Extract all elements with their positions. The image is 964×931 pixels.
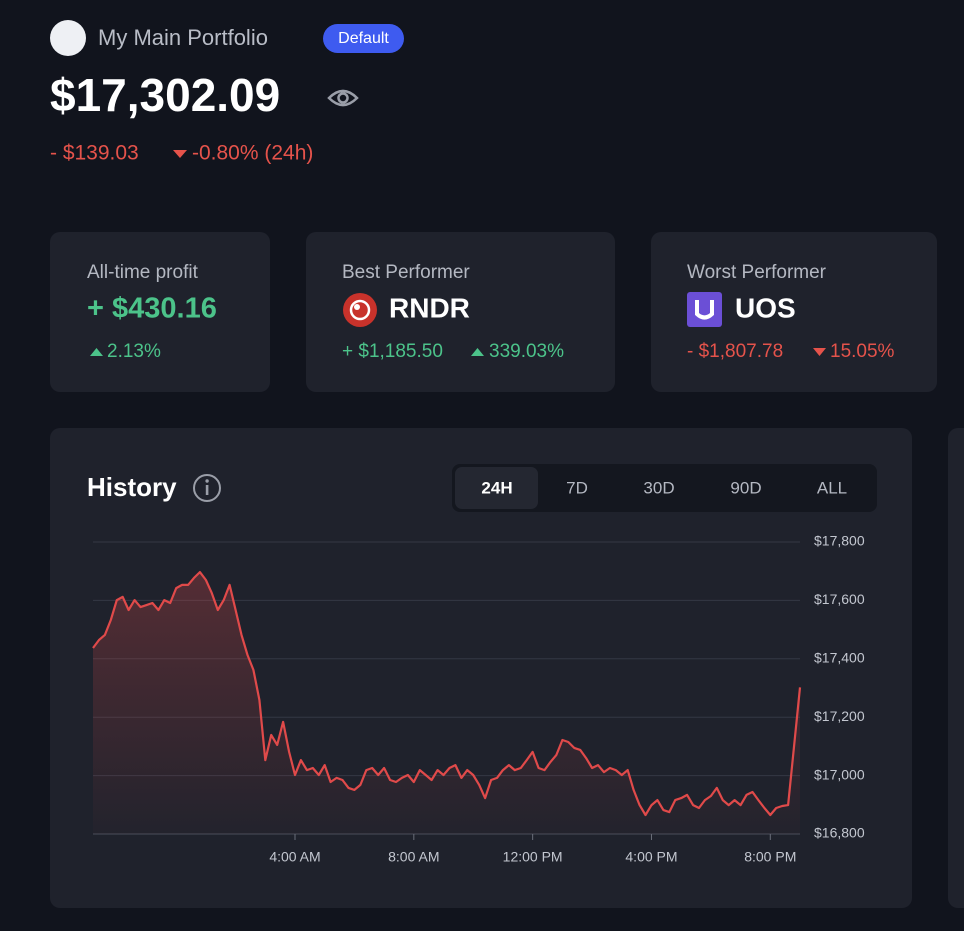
card-label: Best Performer <box>342 262 470 283</box>
tab[interactable]: 90D <box>730 478 761 497</box>
badge-text: Default <box>338 30 389 47</box>
up-arrow <box>471 348 484 356</box>
card-percent: 339.03% <box>489 341 564 362</box>
line <box>92 571 802 817</box>
eye-icon[interactable] <box>327 89 359 107</box>
card-percent: 15.05% <box>830 341 895 362</box>
y-tick-label: $17,400 <box>814 650 865 666</box>
balance: $17,302.09 <box>50 69 280 121</box>
x-tick-label: 8:00 AM <box>388 849 439 865</box>
x-tick-label: 12:00 PM <box>503 849 563 865</box>
badge <box>323 24 404 53</box>
tabs: 24H 7D 30D 90D ALL <box>455 467 847 509</box>
portfolio-avatar <box>50 20 86 56</box>
card <box>651 232 937 392</box>
portfolio-name[interactable]: My Main Portfolio <box>98 25 268 50</box>
card <box>306 232 615 392</box>
change-amount: - $139.03 <box>50 142 139 165</box>
x-tick-label: 4:00 PM <box>625 849 677 865</box>
coin-icon-ring <box>349 299 371 321</box>
card-label: Worst Performer <box>687 262 827 283</box>
card-value: + $430.16 <box>87 293 217 325</box>
coin-icon-dot <box>354 304 360 310</box>
y-tick-label: $16,800 <box>814 825 865 841</box>
info-circle[interactable] <box>193 474 221 502</box>
tab[interactable]: 24H <box>481 478 512 497</box>
down-arrow <box>813 348 826 356</box>
side-panel <box>948 428 964 908</box>
tab[interactable]: 30D <box>643 478 674 497</box>
card-percent: 2.13% <box>107 341 161 362</box>
tab-active[interactable] <box>455 467 538 509</box>
coin-icon <box>687 292 722 327</box>
up-arrow <box>90 348 103 356</box>
y-tick-label: $17,000 <box>814 766 865 782</box>
info-stem[interactable] <box>205 485 209 495</box>
eye-outline[interactable] <box>327 89 359 107</box>
x-tick-label: 4:00 AM <box>269 849 320 865</box>
card <box>50 232 270 392</box>
coin-icon <box>343 293 377 327</box>
chart-title: History <box>87 472 177 502</box>
y-tick-label: $17,200 <box>814 708 865 724</box>
y-tick-label: $17,800 <box>814 533 865 549</box>
coin-name: RNDR <box>389 292 470 323</box>
plot: $16,800 $17,000 $17,200 $17,400 $17,600 $17,8… <box>92 533 865 865</box>
area-fill <box>93 572 800 834</box>
card-amount: + $1,185.50 <box>342 341 443 362</box>
info-icon[interactable] <box>193 474 221 502</box>
coin-icon-glyph <box>695 300 714 320</box>
x-tick-label: 8:00 PM <box>744 849 796 865</box>
change-percent: -0.80% (24h) <box>192 142 313 165</box>
eye-pupil[interactable] <box>337 92 349 104</box>
card-amount: - $1,807.78 <box>687 341 783 362</box>
info-dot[interactable] <box>205 479 209 483</box>
tab-bar <box>452 464 877 512</box>
tab[interactable]: ALL <box>817 478 847 497</box>
y-tick-label: $17,600 <box>814 591 865 607</box>
tab[interactable]: 7D <box>566 478 588 497</box>
down-arrow <box>173 150 187 158</box>
card-label: All-time profit <box>87 262 199 283</box>
coin-name: UOS <box>735 292 796 323</box>
